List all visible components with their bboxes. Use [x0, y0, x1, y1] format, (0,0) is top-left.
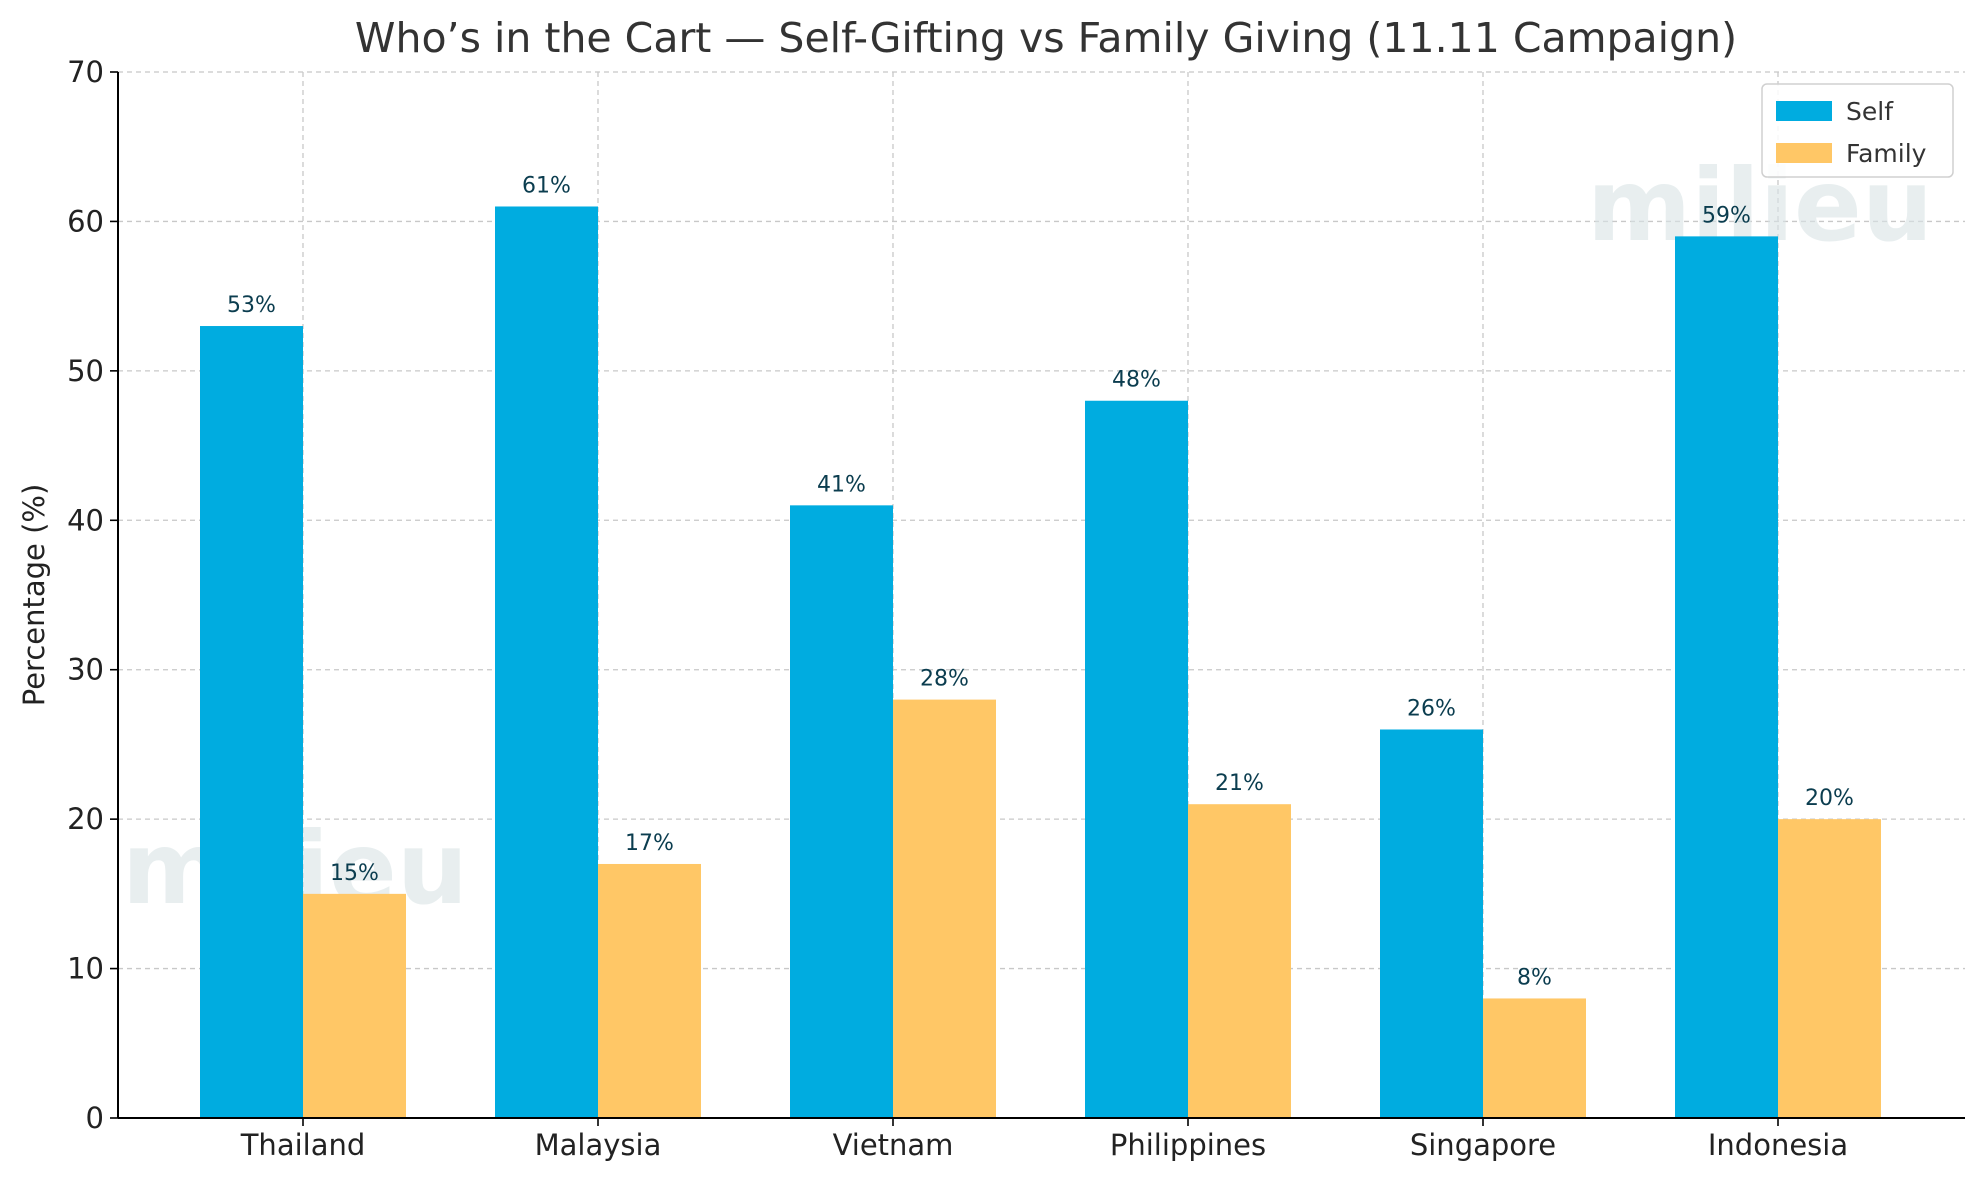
data-label-family: 20% [1805, 786, 1854, 811]
bar-self [1675, 236, 1778, 1118]
data-label-self: 61% [522, 173, 571, 198]
legend-swatch-family [1776, 143, 1832, 163]
data-label-self: 59% [1702, 203, 1751, 228]
data-label-family: 8% [1517, 965, 1552, 990]
data-label-self: 26% [1407, 696, 1456, 721]
y-tick-label: 20 [67, 802, 104, 836]
bar-family [303, 893, 406, 1118]
bar-self [1085, 400, 1188, 1118]
y-tick-label: 70 [67, 55, 104, 89]
y-tick-label: 60 [67, 204, 104, 238]
y-tick-label: 0 [86, 1101, 104, 1135]
legend-swatch-self [1776, 101, 1832, 121]
data-label-family: 15% [330, 861, 379, 886]
data-label-self: 41% [817, 472, 866, 497]
data-label-self: 53% [227, 293, 276, 318]
y-tick-label: 40 [67, 503, 104, 537]
x-tick-label: Vietnam [833, 1128, 954, 1162]
legend-label-family: Family [1846, 139, 1927, 168]
bar-family [893, 699, 996, 1118]
x-tick-label: Malaysia [535, 1128, 662, 1162]
y-tick-label: 50 [67, 354, 104, 388]
chart-title: Who’s in the Cart — Self-Gifting vs Fami… [355, 14, 1737, 62]
x-tick-label: Indonesia [1708, 1128, 1848, 1162]
y-tick-label: 10 [67, 952, 104, 986]
bar-family [1778, 819, 1881, 1118]
x-tick-label: Philippines [1110, 1128, 1266, 1162]
bar-self [1380, 729, 1483, 1118]
data-label-self: 48% [1112, 368, 1161, 393]
bar-self [790, 505, 893, 1118]
x-tick-label: Singapore [1410, 1128, 1556, 1162]
bar-self [495, 206, 598, 1118]
bar-self [200, 326, 303, 1118]
data-label-family: 21% [1215, 771, 1264, 796]
data-label-family: 17% [625, 831, 674, 856]
legend: Self Family [1761, 83, 1954, 178]
y-axis-label: Percentage (%) [17, 484, 51, 707]
bar-family [1188, 804, 1291, 1118]
legend-label-self: Self [1846, 97, 1894, 126]
y-tick-label: 30 [67, 653, 104, 687]
bar-family [598, 863, 701, 1118]
data-label-family: 28% [920, 667, 969, 692]
x-tick-label: Thailand [240, 1128, 366, 1162]
bar-family [1483, 998, 1586, 1118]
